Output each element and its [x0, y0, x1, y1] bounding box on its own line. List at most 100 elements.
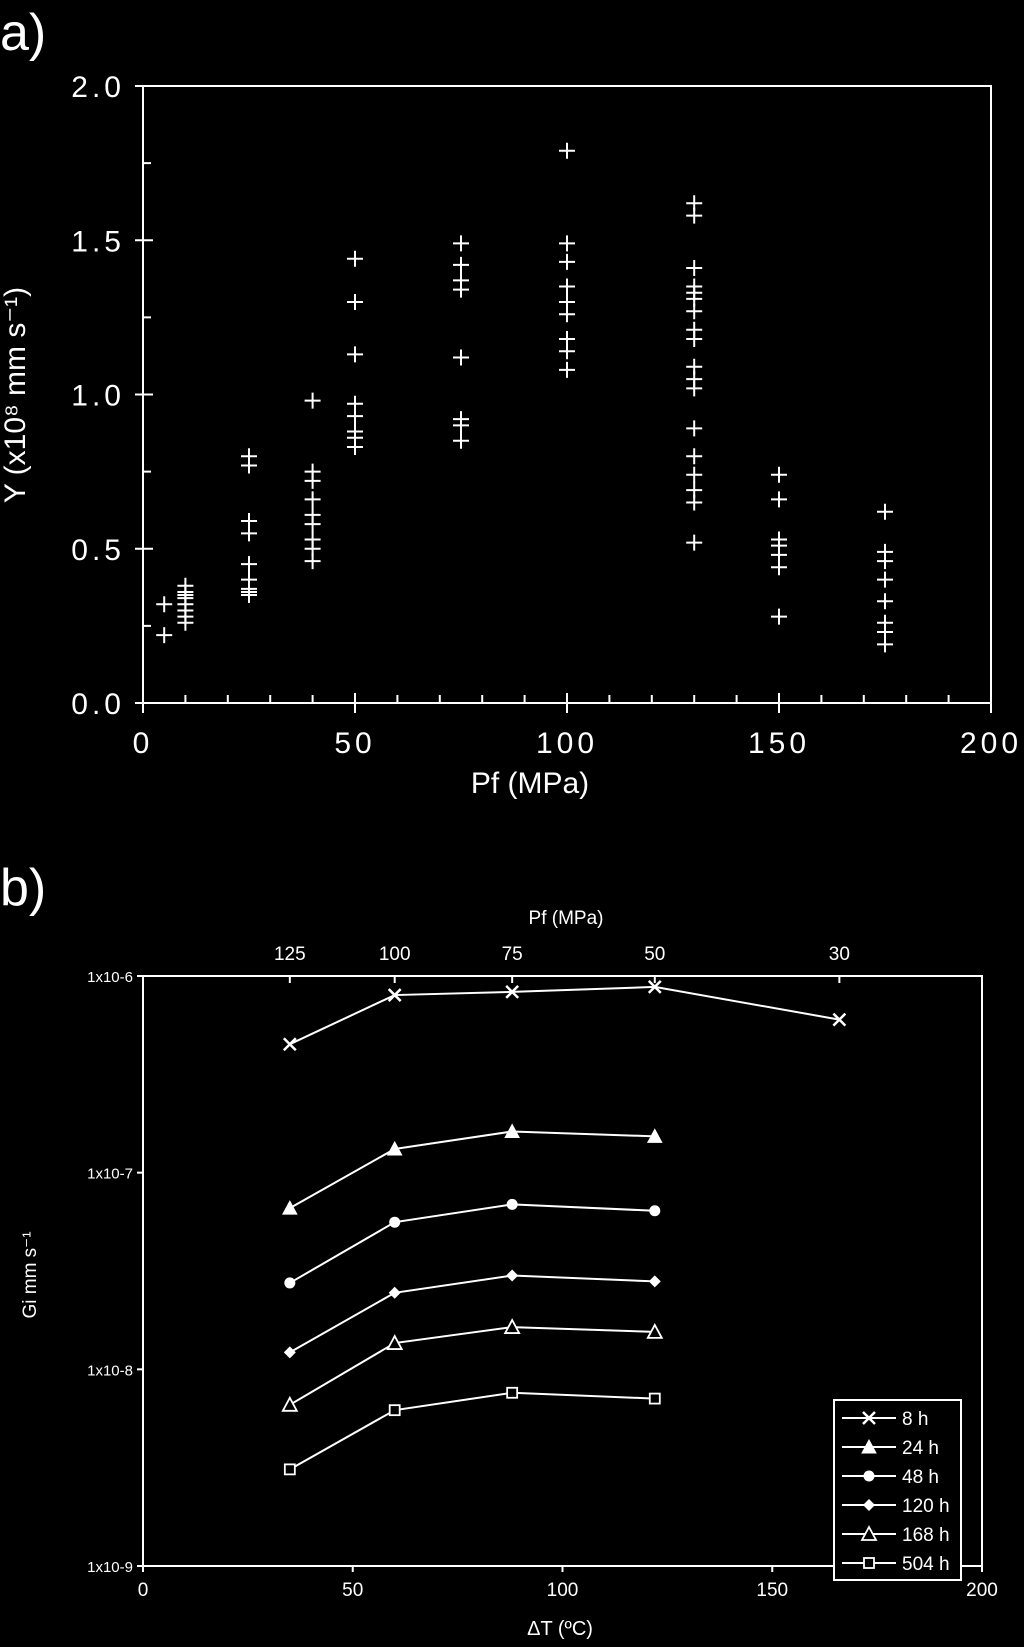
panel-b-x-ticks: 0 50 100 150 200: [138, 1566, 998, 1601]
panel-b-y-tick-label: 1x10-7: [87, 1166, 133, 1183]
panel-a-point: [771, 466, 787, 483]
panel-a-point: [453, 411, 469, 428]
panel-a-x-tick-label: 100: [536, 727, 598, 760]
panel-b-point: [387, 988, 402, 1002]
panel-b-top-tick-label: 50: [644, 944, 665, 965]
panel-b-point: [281, 1200, 298, 1215]
panel-a-point: [686, 278, 703, 295]
panel-a-point: [686, 534, 703, 551]
panel-a-point: [559, 253, 575, 270]
panel-b-point: [648, 1392, 661, 1405]
panel-b-series-24h: [281, 1123, 663, 1215]
panel-b-series-8h: [282, 980, 847, 1052]
panel-a-point: [304, 531, 321, 548]
panel-b-label: b): [0, 859, 46, 917]
panel-a-point: [686, 260, 703, 277]
panel-b-series-504h: [283, 1386, 661, 1476]
panel-a-y-label: Y (x10⁸ mm s⁻¹): [0, 287, 32, 503]
panel-a-point: [771, 531, 787, 548]
panel-a-y-tick-label: 1.0: [71, 380, 125, 413]
panel-a-point: [304, 506, 321, 523]
panel-a-point: [304, 463, 321, 480]
panel-a-point: [177, 577, 194, 594]
panel-a-point: [347, 395, 363, 412]
panel-a-point: [347, 346, 363, 363]
panel-a-point: [453, 235, 469, 252]
panel-b-x-tick-label: 50: [342, 1580, 363, 1601]
panel-b-legend-marker: [863, 1557, 875, 1569]
panel-b-point: [503, 1318, 521, 1334]
panel-a-point: [304, 491, 321, 508]
panel-a-point: [347, 293, 363, 310]
panel-a-y-ticks: 0.0 0.5 1.0 1.5 2.0: [71, 71, 153, 721]
panel-b-x-tick-label: 100: [547, 1580, 579, 1601]
panel-b-point: [647, 980, 662, 994]
panel-b-point: [386, 1334, 404, 1350]
panel-b-top-tick-label: 100: [379, 944, 411, 965]
panel-b-point: [283, 1346, 296, 1359]
panel-b-y-tick-label: 1x10-8: [87, 1362, 133, 1379]
panel-b-series-line: [289, 985, 840, 1046]
panel-a-point: [877, 593, 893, 610]
panel-b-legend-marker: [861, 1438, 877, 1454]
panel-b-legend-label: 120 h: [902, 1496, 950, 1517]
panel-a-point: [686, 448, 703, 465]
panel-a-point: [559, 361, 575, 378]
panel-b-top-tick-label: 30: [829, 944, 850, 965]
panel-b-x-label: ΔT (ºC): [527, 1618, 593, 1640]
panel-b-top-axis-label: Pf (MPa): [529, 908, 604, 929]
panel-a-x-tick-label: 200: [960, 727, 1022, 760]
panel-b-series-168h: [281, 1318, 664, 1412]
panel-a-point: [241, 556, 257, 573]
panel-b-series: [281, 980, 847, 1476]
panel-b-y-tick-label: 1x10-9: [87, 1559, 133, 1576]
panel-b-legend-label: 504 h: [902, 1554, 950, 1575]
panel-b-point: [832, 1012, 847, 1027]
panel-a-points: [156, 142, 893, 653]
panel-a-y-tick-label: 0.5: [71, 534, 125, 567]
panel-b-y-label: Gi mm s⁻¹: [20, 1231, 41, 1318]
panel-b-point: [649, 1205, 661, 1217]
panel-b-series-line: [289, 1274, 655, 1354]
panel-a-point: [453, 432, 469, 449]
panel-b-point: [388, 1404, 401, 1417]
panel-a-point: [347, 250, 363, 267]
panel-b-point: [283, 1463, 296, 1476]
panel-b-point: [648, 1275, 661, 1288]
panel-a-frame: [142, 85, 992, 704]
panel-b-top-tick-label: 125: [274, 944, 306, 965]
panel-a-point: [877, 571, 893, 588]
panel-b-legend-box: [833, 1399, 962, 1581]
panel-b-point: [389, 1216, 401, 1228]
panel-a-point: [559, 278, 575, 295]
panel-b-legend-marker: [860, 1525, 878, 1541]
panel-a-point: [686, 466, 703, 483]
panel-a-point: [241, 512, 257, 529]
panel-b-series-line: [289, 1130, 655, 1210]
panel-b-y-tick-label: 1x10-6: [87, 969, 133, 986]
panel-a-label: a): [0, 4, 46, 62]
panel-b-point: [282, 1037, 297, 1052]
panel-a-x-label: Pf (MPa): [471, 767, 589, 800]
panel-b-top-tick-label: 75: [502, 944, 523, 965]
panel-a-point: [686, 195, 703, 212]
panel-b-legend-label: 8 h: [902, 1409, 928, 1430]
panel-b-legend-label: 168 h: [902, 1525, 950, 1546]
panel-b-x-tick-label: 150: [756, 1580, 788, 1601]
panel-b: b) Pf (MPa) 125 100 75 50 30 1x10-6 1x10-7 1x1…: [0, 859, 998, 1640]
panel-b-top-ticks: 125 100 75 50 30: [274, 944, 850, 983]
panel-b-legend: 8 h 24 h 48 h 120 h 168 h 504 h: [833, 1399, 962, 1581]
panel-b-x-tick-label: 200: [966, 1580, 998, 1601]
panel-a-point: [559, 293, 575, 310]
panel-b-series-line: [289, 1391, 655, 1471]
panel-b-point: [388, 1286, 401, 1299]
panel-a-y-tick-label: 2.0: [71, 71, 125, 104]
panel-a-x-tick-label: 0: [133, 727, 154, 760]
panel-b-series-line: [289, 1326, 655, 1406]
panel-a-point: [304, 392, 321, 409]
panel-a-point: [241, 448, 257, 465]
panel-b-point: [281, 1395, 299, 1412]
panel-a-point: [156, 627, 173, 644]
panel-a-point: [241, 571, 257, 588]
